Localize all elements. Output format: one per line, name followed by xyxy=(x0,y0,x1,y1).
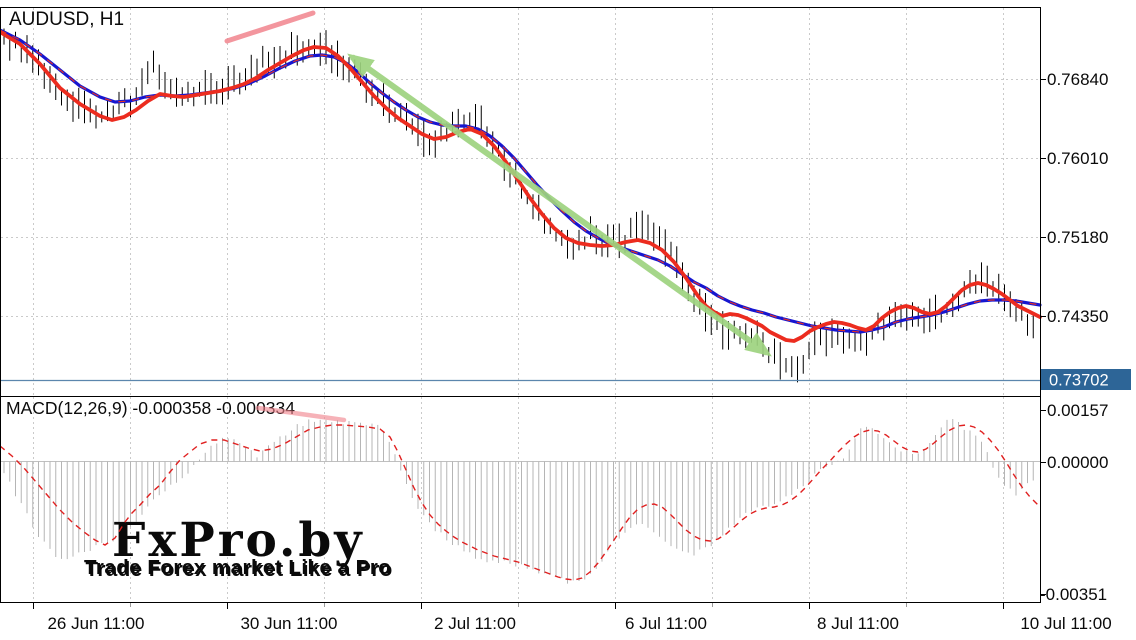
time-tick-label: 30 Jun 11:00 xyxy=(240,614,337,633)
symbol-timeframe-label: AUDUSD, H1 xyxy=(9,9,124,30)
macd-histogram xyxy=(3,419,1034,584)
time-tick-label: 2 Jul 11:00 xyxy=(434,614,516,633)
time-tick-label: 26 Jun 11:00 xyxy=(47,614,144,633)
watermark-tagline-shadow: Trade Forex market Like a Pro xyxy=(86,558,393,581)
price-axis-labels: 0.76840 0.76010 0.75180 0.74350 xyxy=(1047,70,1108,326)
price-tick-label: 0.75180 xyxy=(1047,228,1108,247)
watermark-brand: FxPro.by xyxy=(112,513,365,568)
time-tick-label: 8 Jul 11:00 xyxy=(817,614,899,633)
price-tick-label: 0.74350 xyxy=(1047,307,1108,326)
watermark-tagline: Trade Forex market Like a Pro xyxy=(84,556,391,579)
axis-ticks xyxy=(33,79,1046,609)
time-axis-labels: 26 Jun 11:00 30 Jun 11:00 2 Jul 11:00 6 Jul… xyxy=(47,614,1111,633)
time-tick-label: 6 Jul 11:00 xyxy=(625,614,707,633)
current-price-badge xyxy=(1041,369,1131,390)
trendline-annotation-main[interactable] xyxy=(224,10,316,44)
macd-tick-label: -0.00351 xyxy=(1040,585,1107,604)
macd-tick-label: 0.00000 xyxy=(1047,453,1108,472)
price-tick-label: 0.76840 xyxy=(1047,70,1108,89)
price-tick-label: 0.76010 xyxy=(1047,149,1108,168)
macd-panel-border xyxy=(0,396,1041,603)
grid-lines xyxy=(1,8,1040,602)
main-chart-surface[interactable] xyxy=(0,7,1041,397)
downtrend-arrow-annotation[interactable] xyxy=(347,53,772,357)
macd-axis-labels: 0.00157 0.00000 -0.00351 xyxy=(1040,401,1108,604)
current-price-badge-label: 0.73702 xyxy=(1049,372,1109,390)
trendline-annotation-macd[interactable] xyxy=(255,405,347,423)
macd-tick-label: 0.00157 xyxy=(1047,401,1108,420)
macd-signal-line xyxy=(0,424,1039,581)
time-tick-label: 10 Jul 11:00 xyxy=(1020,614,1111,633)
macd-indicator-label: MACD(12,26,9) -0.000358 -0.000334 xyxy=(6,398,295,418)
